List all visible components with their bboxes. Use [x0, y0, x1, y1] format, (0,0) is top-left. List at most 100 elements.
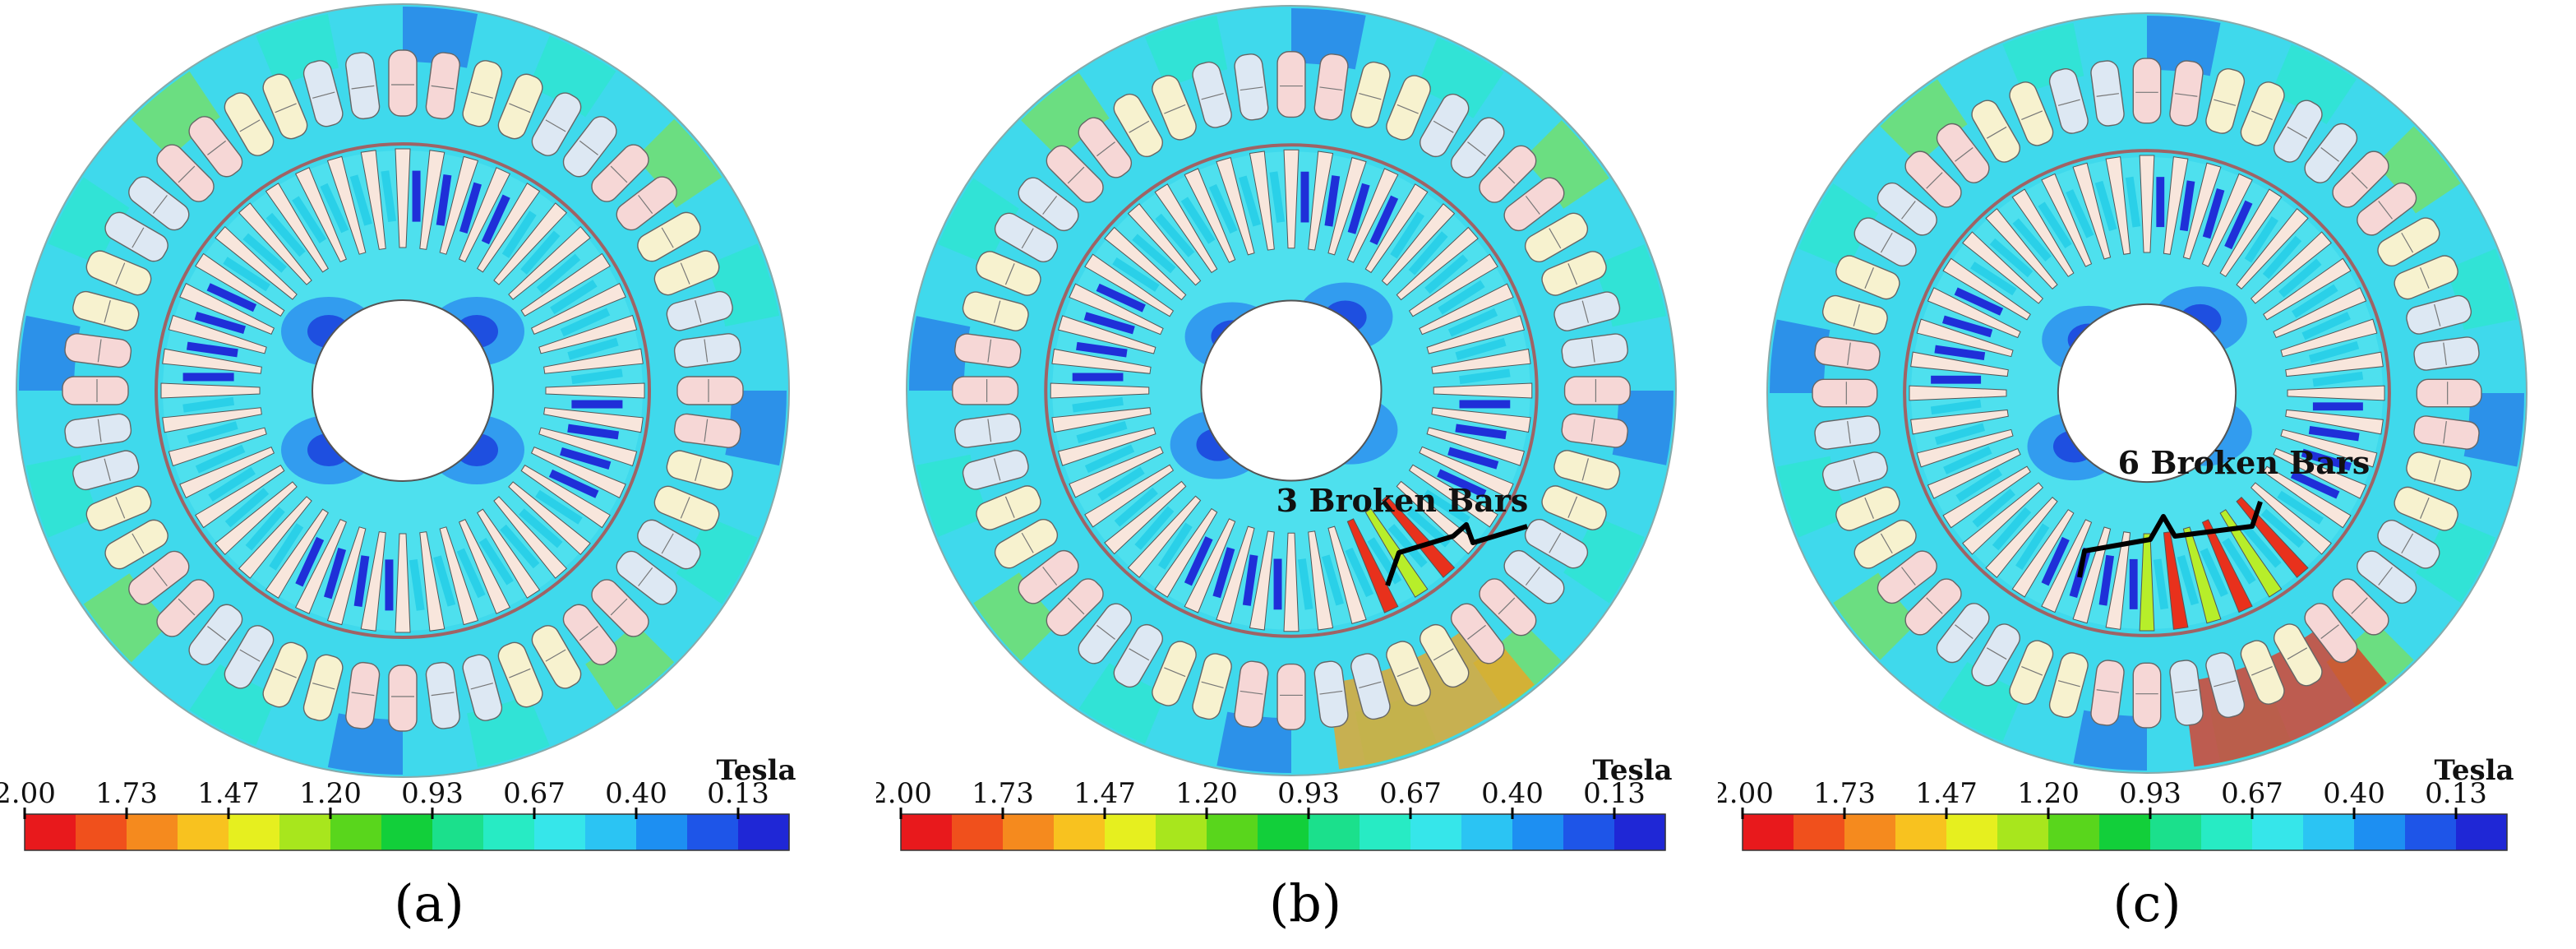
- rotor-tooth: [1369, 195, 1399, 245]
- rotor-bar: [1216, 156, 1255, 256]
- rotor-bar: [1154, 507, 1218, 598]
- rotor-tooth: [2041, 536, 2070, 586]
- stator-slot: [1904, 150, 1962, 208]
- rotor-bar: [265, 183, 329, 273]
- broken-bars-label: 3 Broken Bars: [1276, 482, 1529, 519]
- rotor-bar: [419, 150, 445, 250]
- stator-slot: [673, 413, 741, 448]
- rotor-tooth: [2125, 176, 2141, 228]
- colorbar-swatch: [636, 814, 688, 850]
- air-gap: [155, 142, 651, 639]
- rotor-bar: [1184, 518, 1236, 613]
- rotor-bar: [360, 150, 386, 250]
- colorbar-tick-label: 1.47: [1073, 777, 1136, 810]
- stator-slot: [1386, 75, 1431, 141]
- rotor-tooth: [2291, 284, 2338, 318]
- colorbar-tick-label: 0.93: [2119, 777, 2181, 810]
- rotor-bar: [1051, 407, 1152, 433]
- stator-slot: [1113, 93, 1163, 158]
- stator-slot: [2332, 578, 2389, 636]
- rotor-bar: [2072, 526, 2112, 624]
- rotor-bar: [195, 252, 285, 317]
- stator-slot: [1541, 485, 1607, 530]
- rotor-bar: [2263, 257, 2352, 321]
- rotor-tooth: [2202, 187, 2225, 239]
- stator-slot: [1821, 451, 1888, 492]
- rotor-tooth: [567, 424, 620, 440]
- stator-slot: [962, 450, 1029, 490]
- rotor-tooth: [2277, 490, 2324, 525]
- rotor-bar: [545, 382, 645, 399]
- rotor-bar: [1431, 348, 1531, 374]
- broken-bars-label: 6 Broken Bars: [2118, 444, 2371, 481]
- rotor-tooth: [560, 308, 611, 337]
- rotor-bar: [419, 531, 445, 632]
- stator-flux-band: [2073, 710, 2147, 771]
- rotor-tooth: [385, 559, 394, 611]
- stator-flux-band: [83, 573, 171, 663]
- rotor-tooth: [1097, 466, 1145, 502]
- stator-slot: [425, 661, 460, 729]
- stator-slot: [1553, 291, 1621, 331]
- rotor-bar: [1381, 203, 1456, 286]
- colorbar-swatch: [127, 814, 178, 850]
- rotor-tooth: [456, 548, 486, 599]
- stator-slot: [1046, 578, 1104, 637]
- rotor-tooth: [2301, 312, 2351, 340]
- colorbar-swatch: [1360, 814, 1411, 850]
- flux-density-plot-b: 3 Broken Bars 2.00 1.73 1.47 1.20 0.93 0.67 0.…: [876, 5, 1677, 933]
- stator-slot: [2304, 123, 2358, 183]
- colorbar-swatch: [1461, 814, 1513, 850]
- stator-slot: [224, 625, 275, 689]
- rotor-bar: [530, 446, 626, 499]
- rotor-tooth: [1212, 547, 1235, 599]
- stator-slot: [1936, 123, 1990, 183]
- rotor-bar: [395, 148, 411, 248]
- rotor-bar: [1084, 464, 1175, 528]
- colorbar-swatch: [25, 814, 76, 850]
- rotor-bar: [439, 526, 479, 626]
- rotor-bar: [1084, 253, 1175, 317]
- stator-flux-band: [189, 664, 277, 746]
- stator-slot: [2169, 60, 2204, 127]
- colorbar-swatch: [1105, 814, 1156, 850]
- stator-slot: [2357, 550, 2417, 604]
- rotor-tooth: [2308, 340, 2360, 363]
- stator-slot: [388, 49, 418, 117]
- air-gap: [1044, 143, 1539, 638]
- colorbar-unit: Tesla: [716, 754, 796, 787]
- colorbar-swatch: [1258, 814, 1309, 850]
- colorbar-tick-label: 1.73: [1813, 777, 1876, 810]
- stator-flux-band: [1937, 661, 2024, 743]
- stator-flux-band: [403, 7, 478, 68]
- stator-slot: [62, 376, 129, 405]
- rotor-bar: [2285, 351, 2384, 377]
- rotor-tooth: [2262, 235, 2302, 280]
- rotor-tooth: [242, 233, 287, 273]
- rotor-tooth: [1447, 447, 1499, 470]
- colorbar-swatch: [2252, 814, 2304, 850]
- stator-flux-band: [1216, 711, 1291, 773]
- rotor-bar: [162, 407, 262, 433]
- rotor-tooth: [194, 311, 246, 335]
- stator-slot: [1234, 53, 1269, 121]
- colorbar-tick-label: 0.67: [2221, 777, 2283, 810]
- rotor-bar: [2236, 208, 2309, 290]
- stator-slot: [128, 550, 190, 605]
- rotor-bar: [1985, 496, 2058, 578]
- stator-slot: [1018, 549, 1079, 604]
- rotor-tooth: [1076, 341, 1128, 358]
- colorbar-swatch: [483, 814, 535, 850]
- rotor-tooth: [1269, 171, 1286, 223]
- rotor-tooth: [500, 524, 540, 569]
- colorbar-tick-label: 1.20: [1175, 777, 1238, 810]
- rotor-tooth: [1423, 489, 1470, 525]
- colorbar-frame: [900, 813, 1666, 851]
- stator-slot: [1524, 519, 1589, 569]
- rotor-tooth: [1970, 262, 2017, 296]
- stator-slot: [2406, 294, 2472, 335]
- rotor-tooth: [195, 444, 246, 474]
- colorbar-tick-label: 0.40: [2323, 777, 2385, 810]
- rotor-bar: [326, 155, 367, 255]
- colorbar-tick-label: 2.00: [876, 777, 932, 810]
